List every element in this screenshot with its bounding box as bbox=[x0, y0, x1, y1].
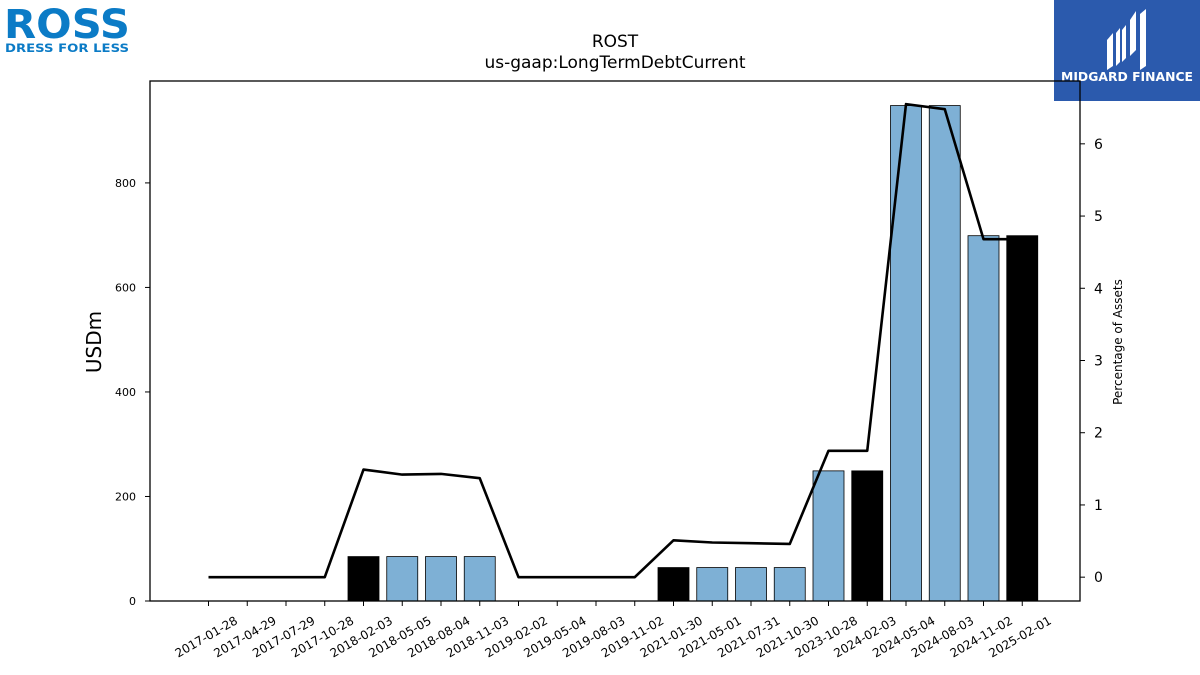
bar bbox=[890, 105, 922, 602]
bar bbox=[425, 556, 457, 602]
y-tick-label: 400 bbox=[115, 386, 136, 399]
y2-tick-label: 3 bbox=[1094, 354, 1103, 370]
chart-title: ROST bbox=[591, 32, 639, 52]
y2-axis-ticks: 0 1 2 3 4 5 6 bbox=[1080, 137, 1103, 586]
chart-subtitle: us-gaap:LongTermDebtCurrent bbox=[484, 53, 746, 73]
y2-tick-label: 4 bbox=[1094, 281, 1103, 297]
midgard-monogram-icon bbox=[1107, 9, 1146, 70]
bar bbox=[851, 470, 884, 602]
ross-logo-wordmark: ROSS bbox=[4, 4, 130, 48]
bar bbox=[463, 556, 496, 602]
bar bbox=[967, 235, 1000, 602]
y-tick-label: 800 bbox=[115, 177, 136, 190]
bar bbox=[696, 567, 729, 602]
bar bbox=[735, 567, 767, 602]
y-tick-label: 600 bbox=[115, 281, 136, 294]
bar bbox=[1006, 235, 1039, 602]
bar bbox=[347, 556, 380, 602]
y2-tick-label: 6 bbox=[1094, 137, 1103, 153]
ross-logo: ROSS DRESS FOR LESS bbox=[4, 4, 130, 55]
bar bbox=[773, 567, 806, 602]
bar bbox=[812, 470, 845, 602]
x-axis-ticks: 2017-01-282017-04-292017-07-292017-10-28… bbox=[173, 601, 1054, 660]
y2-tick-label: 2 bbox=[1094, 426, 1103, 442]
y-axis-ticks: 0 200 400 600 800 bbox=[115, 177, 150, 608]
y2-tick-label: 5 bbox=[1094, 209, 1103, 225]
plot-frame bbox=[149, 80, 1081, 602]
bar bbox=[928, 105, 961, 602]
y2-tick-label: 1 bbox=[1094, 498, 1103, 514]
bar bbox=[386, 556, 419, 602]
midgard-finance-logo: MIDGARD FINANCE bbox=[1054, 0, 1200, 101]
y-tick-label: 0 bbox=[129, 595, 136, 608]
ross-logo-tagline: DRESS FOR LESS bbox=[5, 41, 129, 55]
y2-tick-label: 0 bbox=[1094, 570, 1103, 586]
y-tick-label: 200 bbox=[115, 490, 136, 503]
midgard-logo-text: MIDGARD FINANCE bbox=[1061, 70, 1193, 84]
percentage-line bbox=[208, 102, 1023, 579]
bar bbox=[657, 567, 690, 602]
bar-series bbox=[347, 105, 1039, 602]
